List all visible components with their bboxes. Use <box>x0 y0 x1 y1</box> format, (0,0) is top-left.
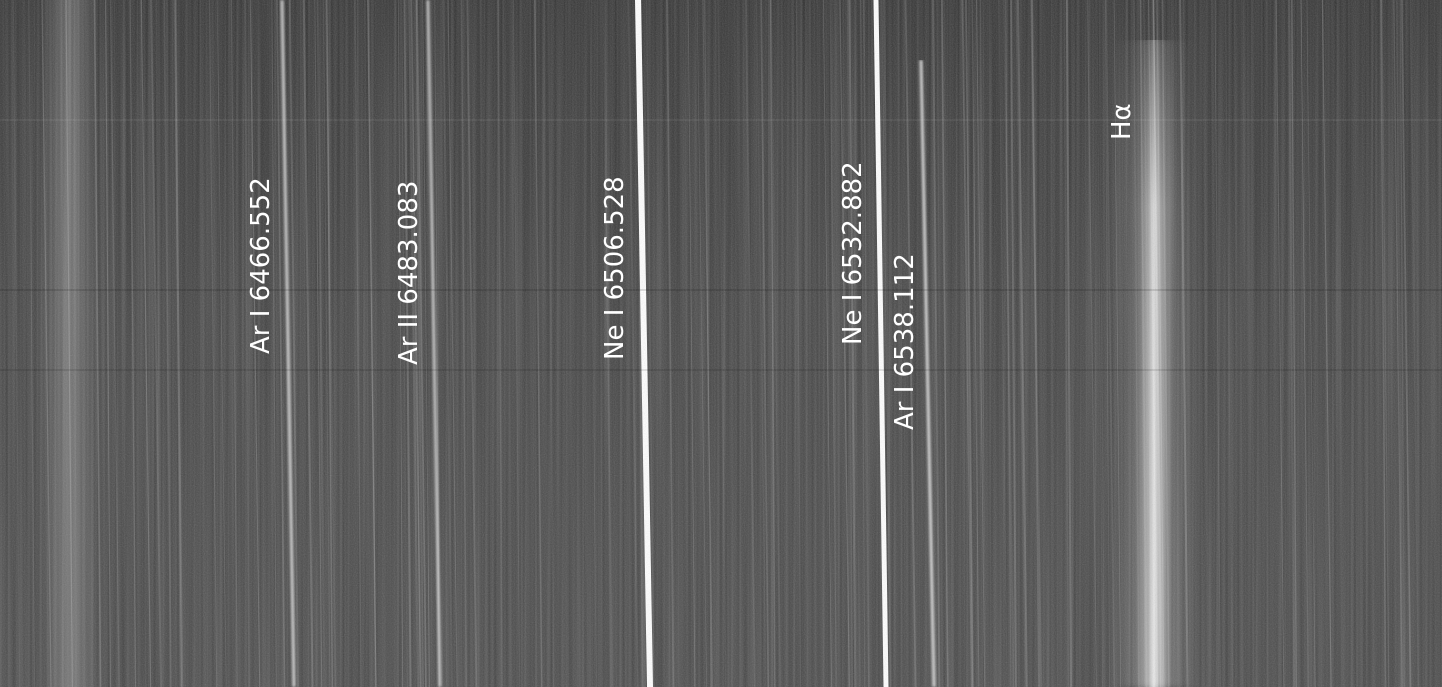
label-ne-i-6532: Ne I 6532.882 <box>838 161 868 345</box>
label-ar-i-6466: Ar I 6466.552 <box>246 177 276 354</box>
label-h-alpha: Hα <box>1107 103 1137 140</box>
label-ar-i-6538: Ar I 6538.112 <box>890 253 920 430</box>
label-ar-ii-6483: Ar II 6483.083 <box>394 180 424 365</box>
label-ne-i-6506: Ne I 6506.528 <box>600 176 630 360</box>
